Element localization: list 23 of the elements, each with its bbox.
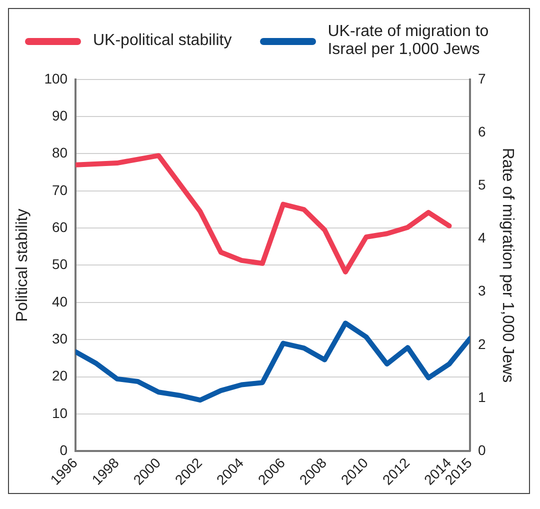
- legend-label: UK-rate of migration to Israel per 1,000 Jews: [328, 23, 490, 59]
- y2-tick-label: 5: [478, 176, 486, 192]
- y2-tick-label: 3: [478, 282, 486, 299]
- y-tick-label: 90: [52, 107, 68, 124]
- y-tick-label: 30: [52, 330, 68, 346]
- y-tick-label: 40: [52, 293, 68, 310]
- y2-axis-title: Rate of migration per 1,000 Jews: [498, 148, 516, 383]
- legend-label: UK-political stability: [93, 32, 232, 50]
- y2-tick-label: 1: [478, 388, 486, 405]
- y-tick-label: 10: [52, 404, 68, 421]
- y-tick-label: 20: [52, 368, 68, 384]
- y2-tick-label: 0: [478, 442, 486, 458]
- y-axis-title: Political stability: [14, 208, 32, 322]
- y-tick-label: 100: [44, 70, 68, 86]
- y-tick-label: 70: [52, 182, 68, 198]
- y2-tick-label: 4: [478, 230, 486, 246]
- y2-tick-label: 2: [478, 336, 486, 352]
- y2-tick-label: 7: [478, 70, 486, 86]
- y-tick-label: 60: [52, 218, 68, 235]
- y-tick-label: 50: [52, 256, 68, 272]
- y2-tick-label: 6: [478, 123, 486, 140]
- y-tick-label: 0: [60, 442, 68, 458]
- y-tick-label: 80: [52, 144, 68, 161]
